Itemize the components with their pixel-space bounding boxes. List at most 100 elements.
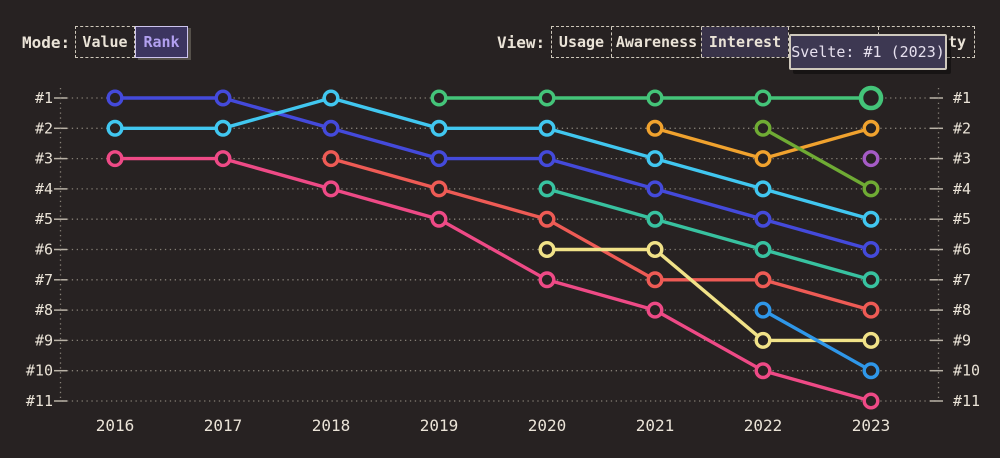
data-point-indigo-2016[interactable]	[106, 89, 124, 107]
rank-label-right: #2	[953, 119, 971, 137]
view-button-usage[interactable]: Usage	[552, 27, 611, 57]
data-point-indigo-2022[interactable]	[754, 210, 772, 228]
data-point-pink-2021[interactable]	[646, 301, 664, 319]
data-point-red-salmon-2021[interactable]	[646, 271, 664, 289]
series-line-red-salmon	[329, 156, 873, 312]
data-point-teal-2020[interactable]	[538, 180, 556, 198]
data-point-cyan-2023[interactable]	[862, 210, 880, 228]
data-point-indigo-2023[interactable]	[862, 240, 880, 258]
rank-label-left: #11	[26, 392, 53, 410]
data-point-olive-2022[interactable]	[754, 119, 772, 137]
data-point-svelte-green-2023-highlighted[interactable]	[858, 85, 884, 111]
data-point-pink-2020[interactable]	[538, 271, 556, 289]
rank-label-right: #7	[953, 271, 971, 289]
series-line-indigo	[113, 96, 873, 252]
data-point-indigo-2019[interactable]	[430, 150, 448, 168]
data-point-red-salmon-2019[interactable]	[430, 180, 448, 198]
rank-label-right: #4	[953, 180, 971, 198]
data-point-svelte-green-2022[interactable]	[754, 89, 772, 107]
series-line-cyan	[113, 96, 873, 221]
data-point-pink-2017[interactable]	[214, 150, 232, 168]
data-point-red-salmon-2020[interactable]	[538, 210, 556, 228]
rank-label-left: #6	[35, 241, 53, 259]
data-point-indigo-2021[interactable]	[646, 180, 664, 198]
rank-label-right: #5	[953, 210, 971, 228]
data-point-cyan-2018[interactable]	[322, 89, 340, 107]
year-label: 2018	[312, 416, 351, 435]
data-point-pink-2016[interactable]	[106, 150, 124, 168]
data-point-svelte-green-2020[interactable]	[538, 89, 556, 107]
data-point-purple-2023[interactable]	[862, 150, 880, 168]
rank-label-left: #4	[35, 180, 53, 198]
rank-label-right: #10	[953, 362, 980, 380]
data-point-red-salmon-2022[interactable]	[754, 271, 772, 289]
view-button-interest[interactable]: Interest	[701, 27, 788, 57]
rank-label-left: #3	[35, 150, 53, 168]
data-point-indigo-2020[interactable]	[538, 150, 556, 168]
year-label: 2022	[744, 416, 783, 435]
data-point-orange-2022[interactable]	[754, 150, 772, 168]
view-button-awareness-label: Awareness	[615, 33, 698, 51]
rank-label-left: #1	[35, 89, 53, 107]
data-point-yellow-2021[interactable]	[646, 240, 664, 258]
year-label: 2023	[852, 416, 891, 435]
data-point-cyan-2017[interactable]	[214, 119, 232, 137]
chart-tooltip: Svelte: #1 (2023)	[789, 34, 947, 70]
data-point-azure-2022[interactable]	[754, 301, 772, 319]
data-point-pink-2018[interactable]	[322, 180, 340, 198]
data-point-pink-2023[interactable]	[862, 392, 880, 410]
data-point-orange-2021[interactable]	[646, 119, 664, 137]
data-point-teal-2021[interactable]	[646, 210, 664, 228]
year-label: 2021	[636, 416, 675, 435]
view-button-awareness[interactable]: Awareness	[611, 27, 701, 57]
data-point-teal-2022[interactable]	[754, 240, 772, 258]
data-point-teal-2023[interactable]	[862, 271, 880, 289]
rank-label-left: #10	[26, 362, 53, 380]
data-point-svelte-green-2021[interactable]	[646, 89, 664, 107]
data-point-yellow-2023[interactable]	[862, 331, 880, 349]
data-point-cyan-2021[interactable]	[646, 150, 664, 168]
view-button-partial-label: ty	[947, 33, 966, 51]
data-point-olive-2023[interactable]	[862, 180, 880, 198]
data-point-svelte-green-2019[interactable]	[430, 89, 448, 107]
data-point-indigo-2018[interactable]	[322, 119, 340, 137]
mode-label: Mode:	[22, 33, 71, 52]
mode-button-rank[interactable]: Rank	[135, 26, 188, 58]
data-point-red-salmon-2023[interactable]	[862, 301, 880, 319]
view-button-hidden[interactable]	[788, 27, 878, 57]
data-point-cyan-2022[interactable]	[754, 180, 772, 198]
series-line-pink	[113, 156, 873, 403]
rank-label-left: #2	[35, 119, 53, 137]
mode-button-value-label: Value	[82, 33, 128, 51]
view-button-interest-label: Interest	[708, 33, 782, 51]
rank-label-left: #5	[35, 210, 53, 228]
rank-label-left: #8	[35, 301, 53, 319]
data-point-yellow-2022[interactable]	[754, 331, 772, 349]
series-line-azure	[761, 308, 873, 373]
rank-label-right: #1	[953, 89, 971, 107]
year-label: 2019	[420, 416, 459, 435]
series-line-olive	[761, 126, 873, 191]
mode-button-rank-label: Rank	[143, 33, 180, 51]
data-point-cyan-2019[interactable]	[430, 119, 448, 137]
rank-label-right: #11	[953, 392, 980, 410]
data-point-yellow-2020[interactable]	[538, 240, 556, 258]
data-point-orange-2023[interactable]	[862, 119, 880, 137]
data-point-azure-2023[interactable]	[862, 362, 880, 380]
chart-tooltip-text: Svelte: #1 (2023)	[791, 43, 945, 61]
data-point-red-salmon-2018[interactable]	[322, 150, 340, 168]
data-point-cyan-2020[interactable]	[538, 119, 556, 137]
rank-label-left: #7	[35, 271, 53, 289]
data-point-pink-2022[interactable]	[754, 362, 772, 380]
year-label: 2016	[96, 416, 135, 435]
mode-button-value[interactable]: Value	[75, 26, 135, 58]
view-button-group: Usage Awareness Interest ty	[551, 26, 975, 58]
view-button-usage-label: Usage	[558, 33, 605, 51]
data-point-pink-2019[interactable]	[430, 210, 448, 228]
rank-label-right: #8	[953, 301, 971, 319]
rank-label-right: #3	[953, 150, 971, 168]
data-point-cyan-2016[interactable]	[106, 119, 124, 137]
data-point-indigo-2017[interactable]	[214, 89, 232, 107]
